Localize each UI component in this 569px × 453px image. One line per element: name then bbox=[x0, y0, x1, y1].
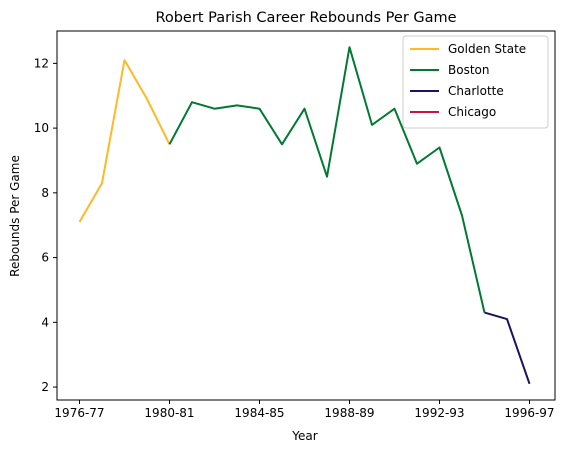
chart-title: Robert Parish Career Rebounds Per Game bbox=[155, 10, 456, 26]
legend: Golden State Boston Charlotte Chicago bbox=[402, 35, 549, 129]
x-tick-label: 1984-85 bbox=[234, 406, 284, 420]
y-tick-label: 4 bbox=[41, 315, 49, 329]
x-tick-label: 1988-89 bbox=[324, 406, 374, 420]
x-tick-label: 1976-77 bbox=[54, 406, 104, 420]
legend-label: Golden State bbox=[448, 42, 526, 56]
legend-box bbox=[402, 35, 549, 129]
legend-label: Boston bbox=[448, 63, 489, 77]
x-axis-label: Year bbox=[291, 429, 317, 443]
y-tick-label: 8 bbox=[41, 186, 49, 200]
x-tick-label: 1980-81 bbox=[144, 406, 194, 420]
y-tick-label: 10 bbox=[34, 121, 49, 135]
x-tick-label: 1992-93 bbox=[414, 406, 464, 420]
series-line-golden-state bbox=[78, 59, 171, 223]
y-axis-label: Rebounds Per Game bbox=[8, 155, 22, 277]
series-lines bbox=[78, 46, 531, 385]
y-tick-label: 2 bbox=[41, 380, 49, 394]
y-tick-label: 6 bbox=[41, 251, 49, 265]
y-tick-label: 12 bbox=[34, 56, 49, 70]
x-tick-label: 1996-97 bbox=[504, 406, 554, 420]
series-line-boston bbox=[168, 46, 486, 313]
legend-label: Charlotte bbox=[448, 84, 504, 98]
series-line-charlotte bbox=[484, 311, 531, 385]
legend-label: Chicago bbox=[448, 105, 496, 119]
axis-ticks: 1976-77 1980-81 1984-85 1988-89 1992-93 1996-… bbox=[34, 56, 555, 420]
